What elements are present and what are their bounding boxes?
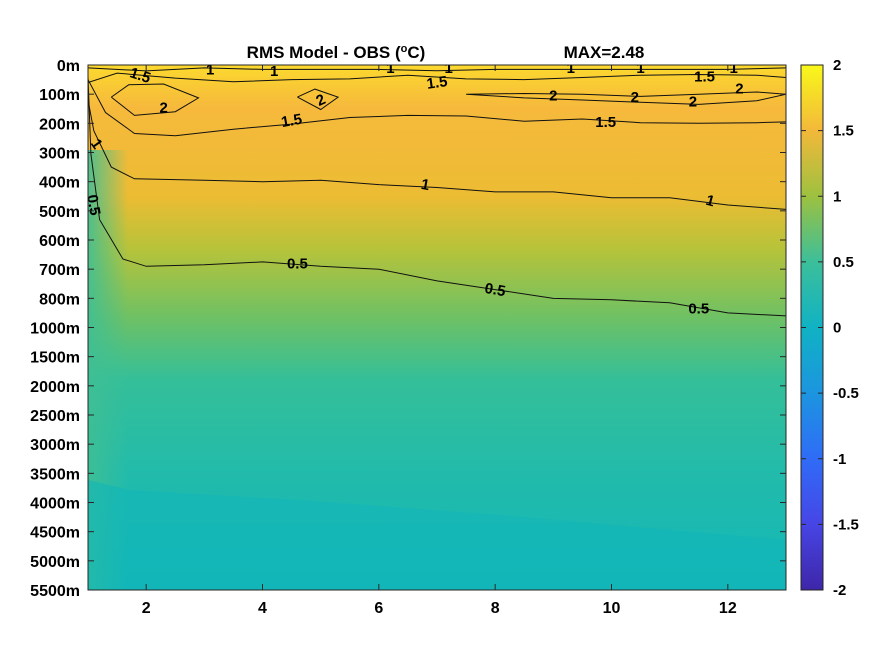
y-tick-label: 300m xyxy=(39,146,80,163)
y-tick-label: 0m xyxy=(57,58,80,75)
x-tick-label: 6 xyxy=(374,600,383,617)
contour-label: 1 xyxy=(270,63,278,80)
colorbar-tick-label: 2 xyxy=(833,57,841,74)
contour-label: 1.5 xyxy=(426,73,449,93)
contour-label: 1 xyxy=(206,61,214,78)
contour-label: 2 xyxy=(159,99,167,116)
y-tick-label: 5500m xyxy=(30,583,80,600)
x-tick-label: 12 xyxy=(719,600,737,617)
contour-label: 0.5 xyxy=(287,255,308,272)
contour-line-2 xyxy=(466,91,786,105)
contour-label: 1.5 xyxy=(595,114,616,131)
y-tick-label: 600m xyxy=(39,233,80,250)
contour-label: 2 xyxy=(631,89,639,106)
contour-label: 1 xyxy=(420,176,431,194)
contour-label: 1 xyxy=(386,60,394,77)
contour-line-1 xyxy=(88,67,786,72)
contour-label: 2 xyxy=(689,93,697,110)
contour-line-2 xyxy=(297,88,340,111)
contour-label: 1 xyxy=(729,60,737,77)
contour-line-0-5 xyxy=(88,76,786,317)
y-tick-label: 400m xyxy=(39,175,80,192)
contour-label: 1 xyxy=(567,60,575,77)
max-annotation: MAX=2.48 xyxy=(564,43,645,62)
y-tick-label: 1500m xyxy=(30,350,80,367)
colorbar-tick-label: 1 xyxy=(833,188,841,205)
contour-label: 0.5 xyxy=(83,193,103,216)
colorbar-tick-label: 0.5 xyxy=(833,254,854,271)
x-tick-label: 8 xyxy=(491,600,500,617)
contour-label: 0.5 xyxy=(688,301,709,318)
y-tick-label: 1000m xyxy=(30,321,80,338)
y-axis: 0m 100m 200m 300m 400m 500m 600m 700m 800m 1000m 1… xyxy=(30,58,786,600)
colorbar-tick-label: 0 xyxy=(833,320,841,337)
contour-label: 1 xyxy=(636,60,644,77)
y-tick-label: 2500m xyxy=(30,408,80,425)
contour-label: 2 xyxy=(735,80,743,97)
x-tick-label: 10 xyxy=(603,600,621,617)
plot-area: 1.5 1 1 1 1 1 1 11.5 1.52 2 2 2 221.5 1.51110.50.50.5… xyxy=(83,60,786,590)
x-tick-label: 2 xyxy=(142,600,151,617)
y-tick-label: 3000m xyxy=(30,437,80,454)
contour-label: 1.5 xyxy=(694,69,715,86)
contour-line-1 xyxy=(88,99,786,210)
contour-label: 0.5 xyxy=(483,280,506,300)
y-tick-label: 3500m xyxy=(30,466,80,483)
y-tick-label: 4500m xyxy=(30,525,80,542)
y-tick-label: 500m xyxy=(39,204,80,221)
y-tick-label: 700m xyxy=(39,262,80,279)
y-tick-label: 4000m xyxy=(30,496,80,513)
contour-label: 1 xyxy=(444,60,452,77)
colorbar-tick-label: -2 xyxy=(833,582,846,599)
colorbar: 2 1.5 1 0.5 0 -0.5 -1 -1.5 -2 xyxy=(800,57,859,599)
colorbar-tick-label: 1.5 xyxy=(833,123,854,140)
colorbar-tick-label: -1 xyxy=(833,451,846,468)
chart-title: RMS Model - OBS (oC) xyxy=(247,43,426,62)
y-tick-label: 200m xyxy=(39,116,80,133)
contour-line-2 xyxy=(110,83,200,116)
contour-label: 2 xyxy=(549,88,557,105)
y-tick-label: 100m xyxy=(39,87,80,104)
contour-label: 1.5 xyxy=(280,111,303,131)
y-tick-label: 800m xyxy=(39,291,80,308)
x-tick-label: 4 xyxy=(258,600,267,617)
heatmap-deep-band xyxy=(88,480,786,590)
x-axis: 2 4 6 8 10 12 xyxy=(142,65,737,617)
colorbar-tick-label: -0.5 xyxy=(833,385,859,402)
y-tick-label: 5000m xyxy=(30,554,80,571)
contour-line-1-5 xyxy=(88,72,786,83)
title-degree-symbol: o xyxy=(401,43,408,55)
y-tick-label: 2000m xyxy=(30,379,80,396)
colorbar-tick-label: -1.5 xyxy=(833,516,859,533)
contour-line-1-5 xyxy=(88,79,786,137)
